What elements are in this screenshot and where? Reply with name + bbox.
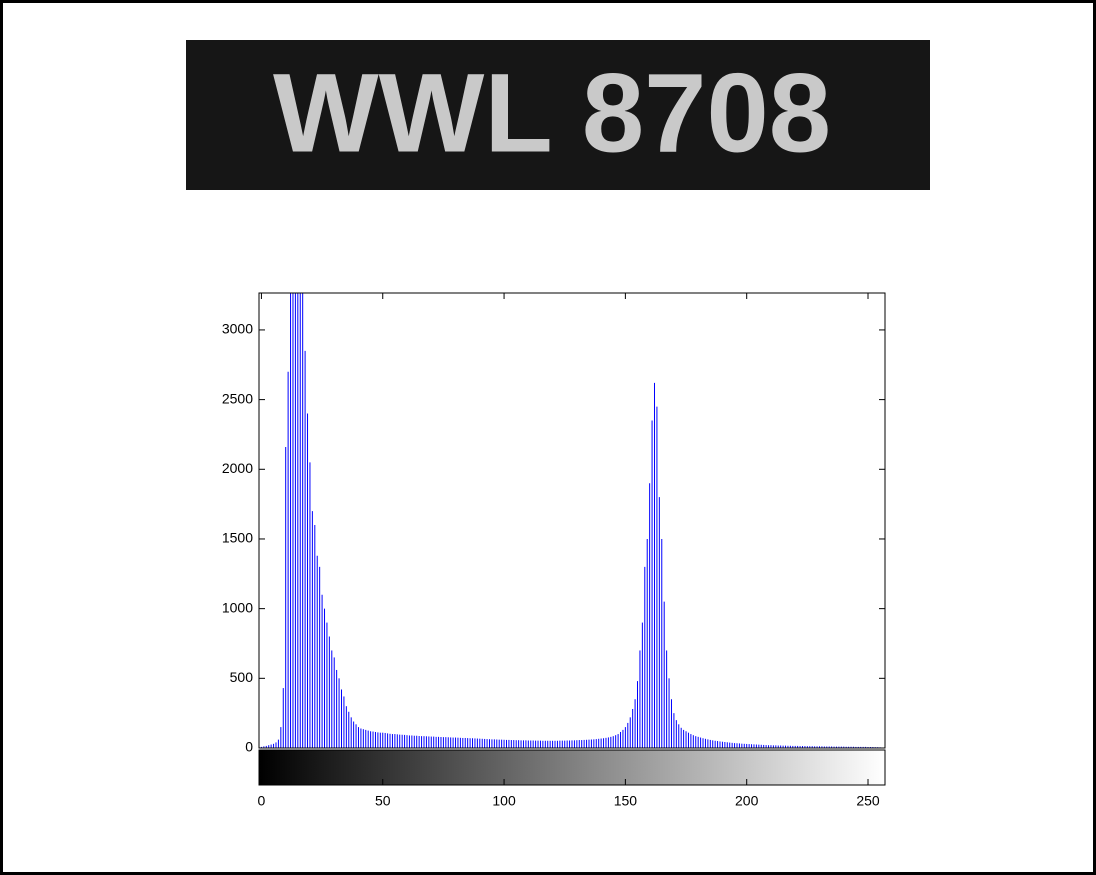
x-tick-label: 200	[735, 793, 759, 809]
axes-box	[258, 292, 886, 749]
x-tick-label: 150	[614, 793, 638, 809]
y-tick-label: 1500	[222, 530, 253, 546]
y-tick-label: 2000	[222, 460, 253, 476]
plate-image	[186, 40, 930, 190]
plate-text: WWL 8708	[273, 51, 831, 176]
x-tick-label: 0	[258, 793, 266, 809]
colorbar	[258, 749, 886, 786]
x-tick-label: 50	[375, 793, 391, 809]
x-tick-label: 250	[856, 793, 880, 809]
y-tick-label: 2500	[222, 390, 253, 406]
y-tick-label: 500	[230, 669, 254, 685]
stems	[260, 293, 881, 748]
x-tick-label: 100	[492, 793, 516, 809]
axes-background	[259, 293, 885, 748]
y-tick-label: 0	[245, 739, 253, 755]
y-tick-label: 1000	[222, 599, 253, 615]
y-tick-label: 3000	[222, 321, 253, 337]
